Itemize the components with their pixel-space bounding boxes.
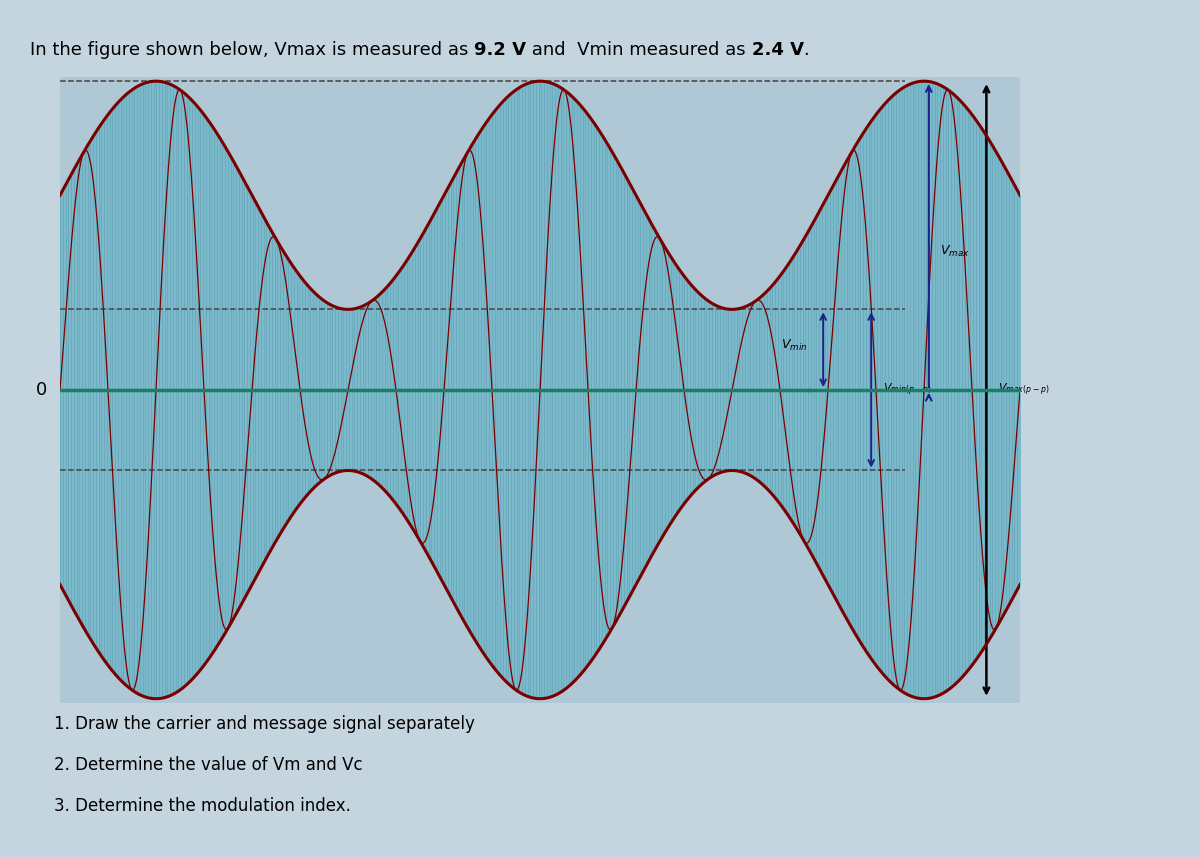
Text: $V_{max(p-p)}$: $V_{max(p-p)}$ [998, 381, 1049, 399]
Text: 3. Determine the modulation index.: 3. Determine the modulation index. [54, 797, 350, 816]
Text: 2. Determine the value of Vm and Vc: 2. Determine the value of Vm and Vc [54, 756, 362, 775]
Text: 1. Draw the carrier and message signal separately: 1. Draw the carrier and message signal s… [54, 715, 475, 734]
Text: .: . [804, 41, 809, 59]
Text: In the figure shown below, Vmax is measured as: In the figure shown below, Vmax is measu… [30, 41, 474, 59]
Text: and  Vmin measured as: and Vmin measured as [526, 41, 751, 59]
Text: 2.4 V: 2.4 V [751, 41, 804, 59]
Text: 0: 0 [36, 381, 48, 399]
Text: $V_{min(p-p)}$: $V_{min(p-p)}$ [883, 381, 932, 399]
Text: $V_{max}$: $V_{max}$ [941, 243, 970, 259]
Text: 9.2 V: 9.2 V [474, 41, 526, 59]
Text: $V_{min}$: $V_{min}$ [781, 338, 808, 353]
